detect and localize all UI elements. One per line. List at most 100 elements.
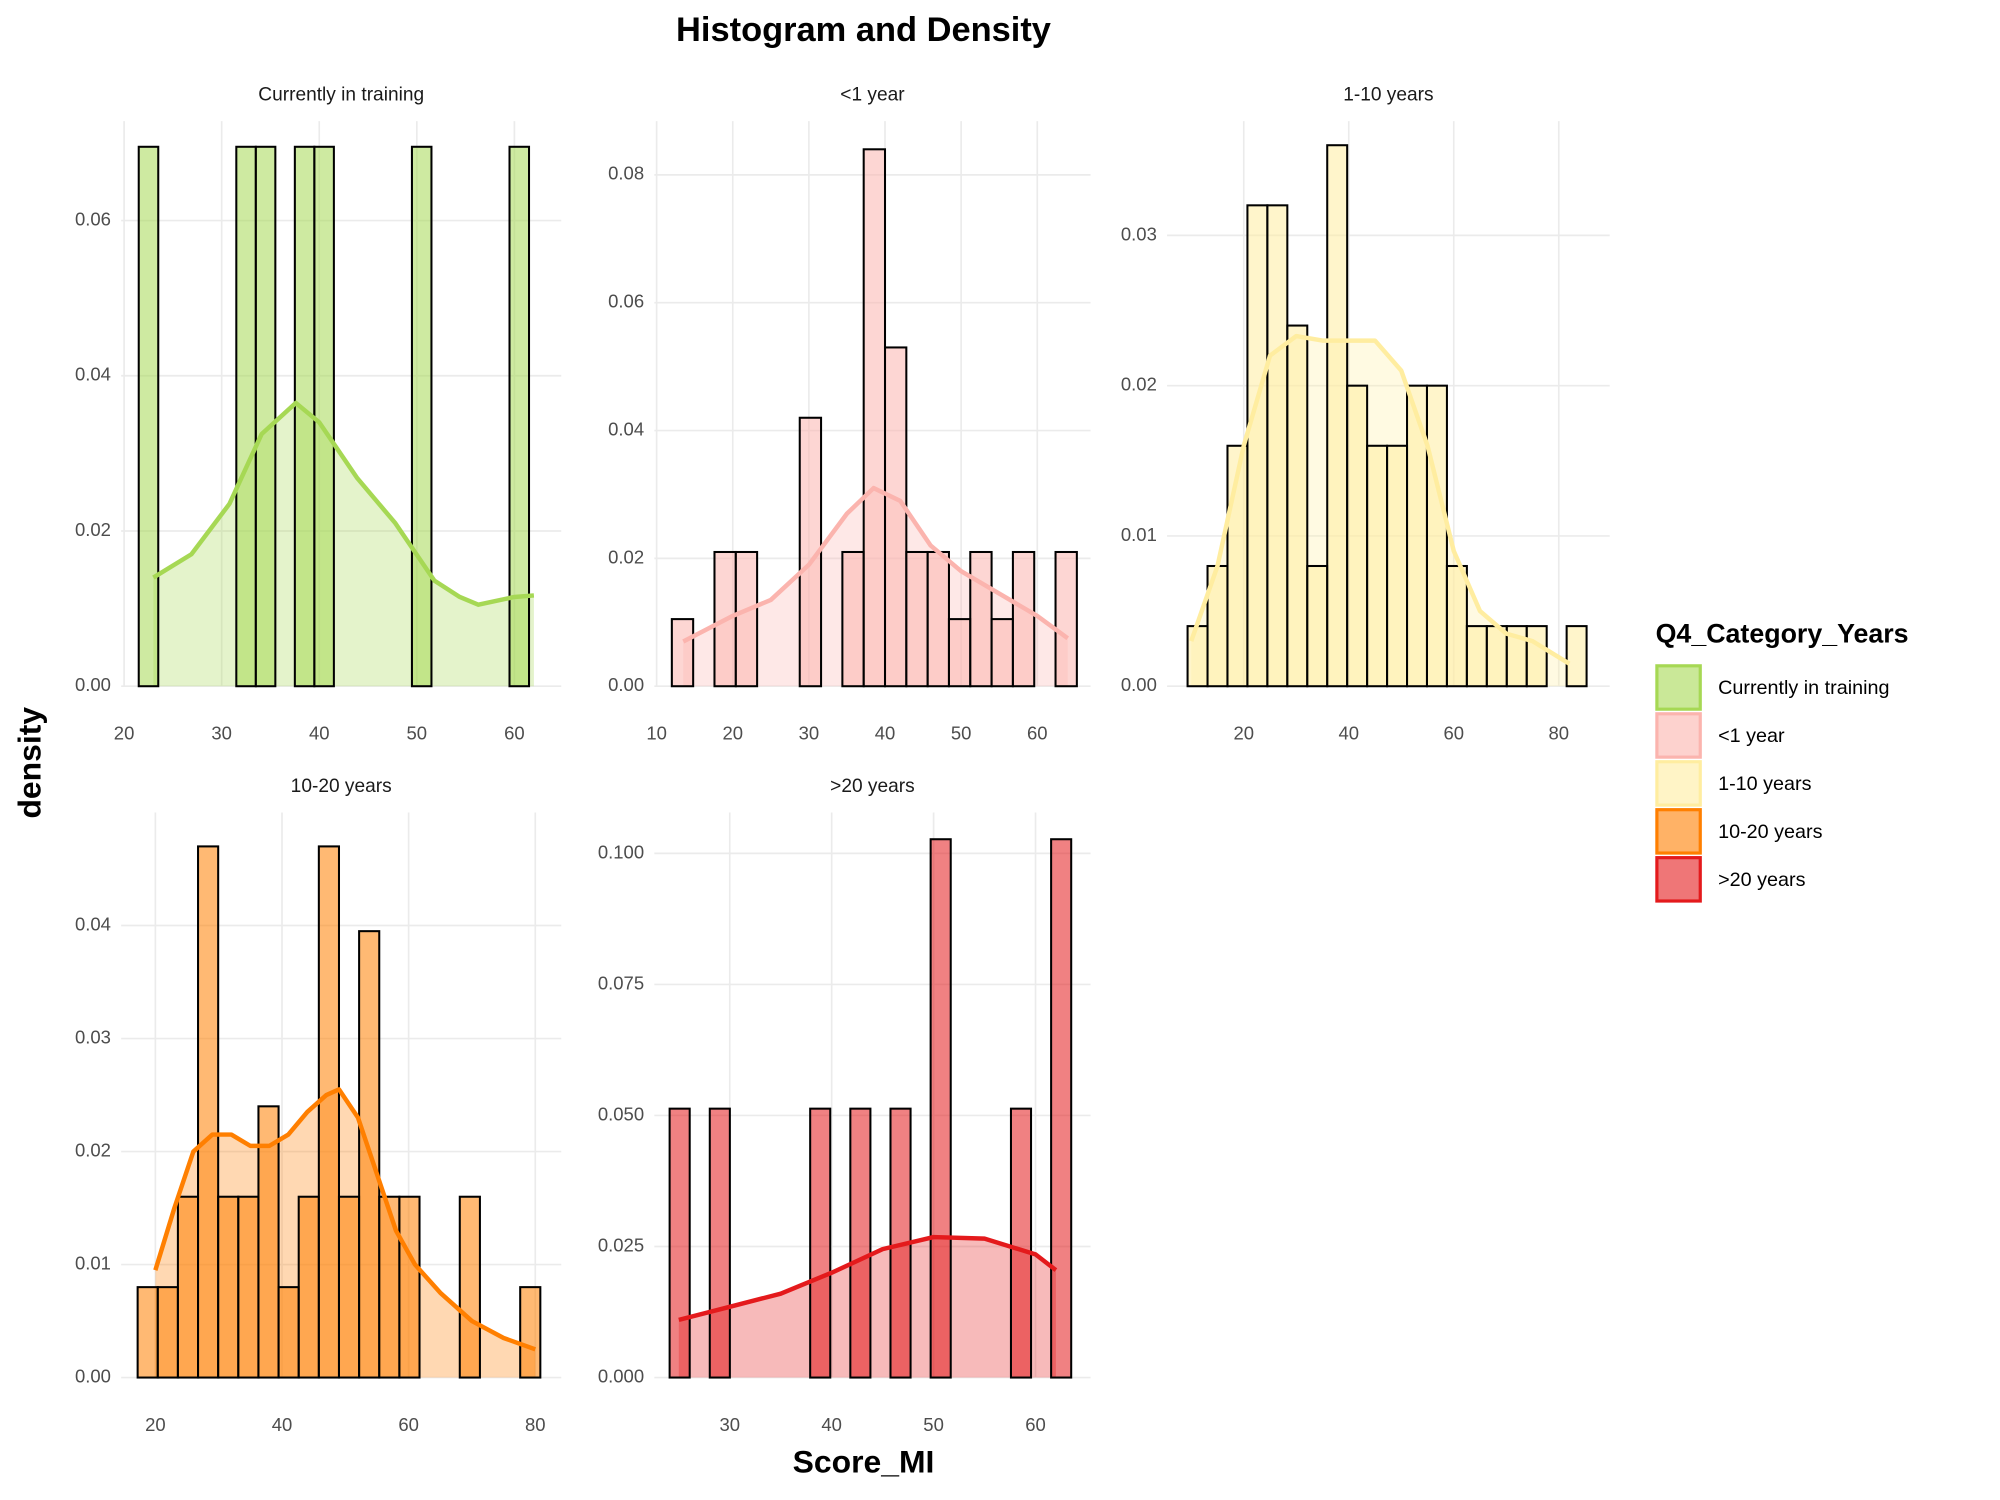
y-tick-label: 0.02 [608, 546, 644, 567]
x-tick-label: 40 [875, 723, 896, 744]
x-tick-label: 80 [1548, 723, 1569, 744]
histogram-bar [1465, 625, 1488, 688]
histogram-bar [217, 1195, 240, 1379]
legend-key [1655, 856, 1702, 903]
histogram-bar [337, 1195, 361, 1379]
histogram-bar [849, 1107, 872, 1379]
histogram-bar [947, 618, 972, 688]
y-tick-label: 0.02 [75, 519, 111, 540]
y-tick-label: 0.04 [608, 418, 644, 439]
facet-title: 10-20 years [291, 776, 392, 797]
histogram-bar [137, 145, 160, 688]
y-tick-label: 0.03 [1121, 223, 1157, 244]
y-tick-label: 0.01 [1121, 524, 1157, 545]
y-tick-label: 0.01 [75, 1252, 111, 1273]
legend-key [1655, 760, 1702, 807]
y-tick-label: 0.00 [1121, 674, 1157, 695]
density-line [153, 1087, 537, 1352]
histogram-bar [313, 145, 335, 688]
x-tick-label: 10 [646, 723, 667, 744]
histogram-bar [458, 1195, 481, 1379]
histogram-bar [1565, 625, 1588, 688]
x-tick-label: 60 [1027, 723, 1048, 744]
x-tick-label: 60 [1025, 1414, 1046, 1435]
x-tick-label: 50 [951, 723, 972, 744]
facet-title: >20 years [830, 776, 915, 797]
histogram-bar [809, 1107, 832, 1379]
histogram-bar [398, 1195, 421, 1379]
density-area [153, 402, 534, 687]
histogram-bar [1346, 384, 1369, 688]
density-line [1189, 333, 1571, 666]
histogram-bar [1286, 324, 1309, 688]
x-tick-label: 40 [821, 1414, 842, 1435]
histogram-bar [1266, 204, 1289, 688]
histogram-bar [1445, 564, 1468, 688]
x-tick-label: 30 [719, 1414, 740, 1435]
histogram-bar [1306, 564, 1329, 688]
y-tick-label: 0.02 [75, 1139, 111, 1160]
x-tick-label: 30 [211, 723, 232, 744]
histogram-bar [1050, 838, 1073, 1379]
legend-label: 1-10 years [1718, 773, 1812, 795]
histogram-bar [929, 838, 952, 1379]
histogram-bar [883, 346, 908, 688]
legend-key [1655, 712, 1702, 759]
histogram-bar [926, 550, 950, 688]
facet-title: Currently in training [258, 85, 424, 106]
y-axis-title: density [11, 707, 47, 819]
legend-label: >20 years [1718, 869, 1805, 891]
histogram-bar [519, 1286, 542, 1379]
x-tick-label: 40 [1338, 723, 1359, 744]
histogram-bar [176, 1195, 200, 1379]
x-tick-label: 20 [1233, 723, 1254, 744]
legend-title: Q4_Category_Years [1656, 618, 1909, 648]
histogram-bar [378, 1195, 401, 1379]
x-tick-label: 60 [1443, 723, 1464, 744]
y-tick-label: 0.00 [608, 674, 644, 695]
density-line [682, 485, 1070, 644]
histogram-bar [197, 845, 220, 1379]
histogram-bar [969, 550, 993, 688]
x-tick-label: 60 [398, 1414, 419, 1435]
y-tick-label: 0.06 [608, 291, 644, 312]
y-tick-label: 0.100 [598, 841, 644, 862]
histogram-bar [1425, 384, 1448, 688]
histogram-bar [317, 845, 341, 1379]
histogram-bar [257, 1105, 280, 1379]
y-tick-label: 0.02 [1121, 374, 1157, 395]
y-tick-label: 0.00 [75, 674, 111, 695]
y-tick-label: 0.08 [608, 163, 644, 184]
legend-key [1655, 808, 1702, 855]
histogram-bar [1326, 144, 1349, 688]
y-tick-label: 0.000 [598, 1365, 644, 1386]
histogram-bar [1011, 550, 1036, 688]
x-tick-label: 30 [799, 723, 820, 744]
y-tick-label: 0.04 [75, 913, 111, 934]
histogram-bar [156, 1286, 179, 1379]
histogram-bar [1054, 550, 1078, 688]
facet-title: 1-10 years [1343, 85, 1433, 106]
histogram-bar [841, 550, 865, 688]
x-tick-label: 80 [525, 1414, 546, 1435]
x-tick-label: 20 [114, 723, 135, 744]
y-tick-label: 0.06 [75, 208, 111, 229]
histogram-bar [905, 550, 929, 688]
histogram-bar [670, 618, 695, 688]
x-tick-label: 40 [272, 1414, 293, 1435]
histogram-bar [1366, 444, 1389, 688]
histogram-bar [734, 550, 759, 688]
histogram-bar [1246, 204, 1269, 688]
y-tick-label: 0.050 [598, 1103, 644, 1124]
x-tick-label: 20 [722, 723, 743, 744]
histogram-bar [668, 1107, 691, 1379]
y-tick-label: 0.00 [75, 1365, 111, 1386]
histogram-bar [990, 618, 1014, 688]
histogram-bar [1485, 625, 1508, 688]
histogram-bar [237, 1195, 260, 1379]
legend-label: 10-20 years [1718, 821, 1822, 843]
histogram-bar [277, 1286, 300, 1379]
histogram-bar [1525, 625, 1548, 688]
histogram-bar [235, 145, 257, 688]
